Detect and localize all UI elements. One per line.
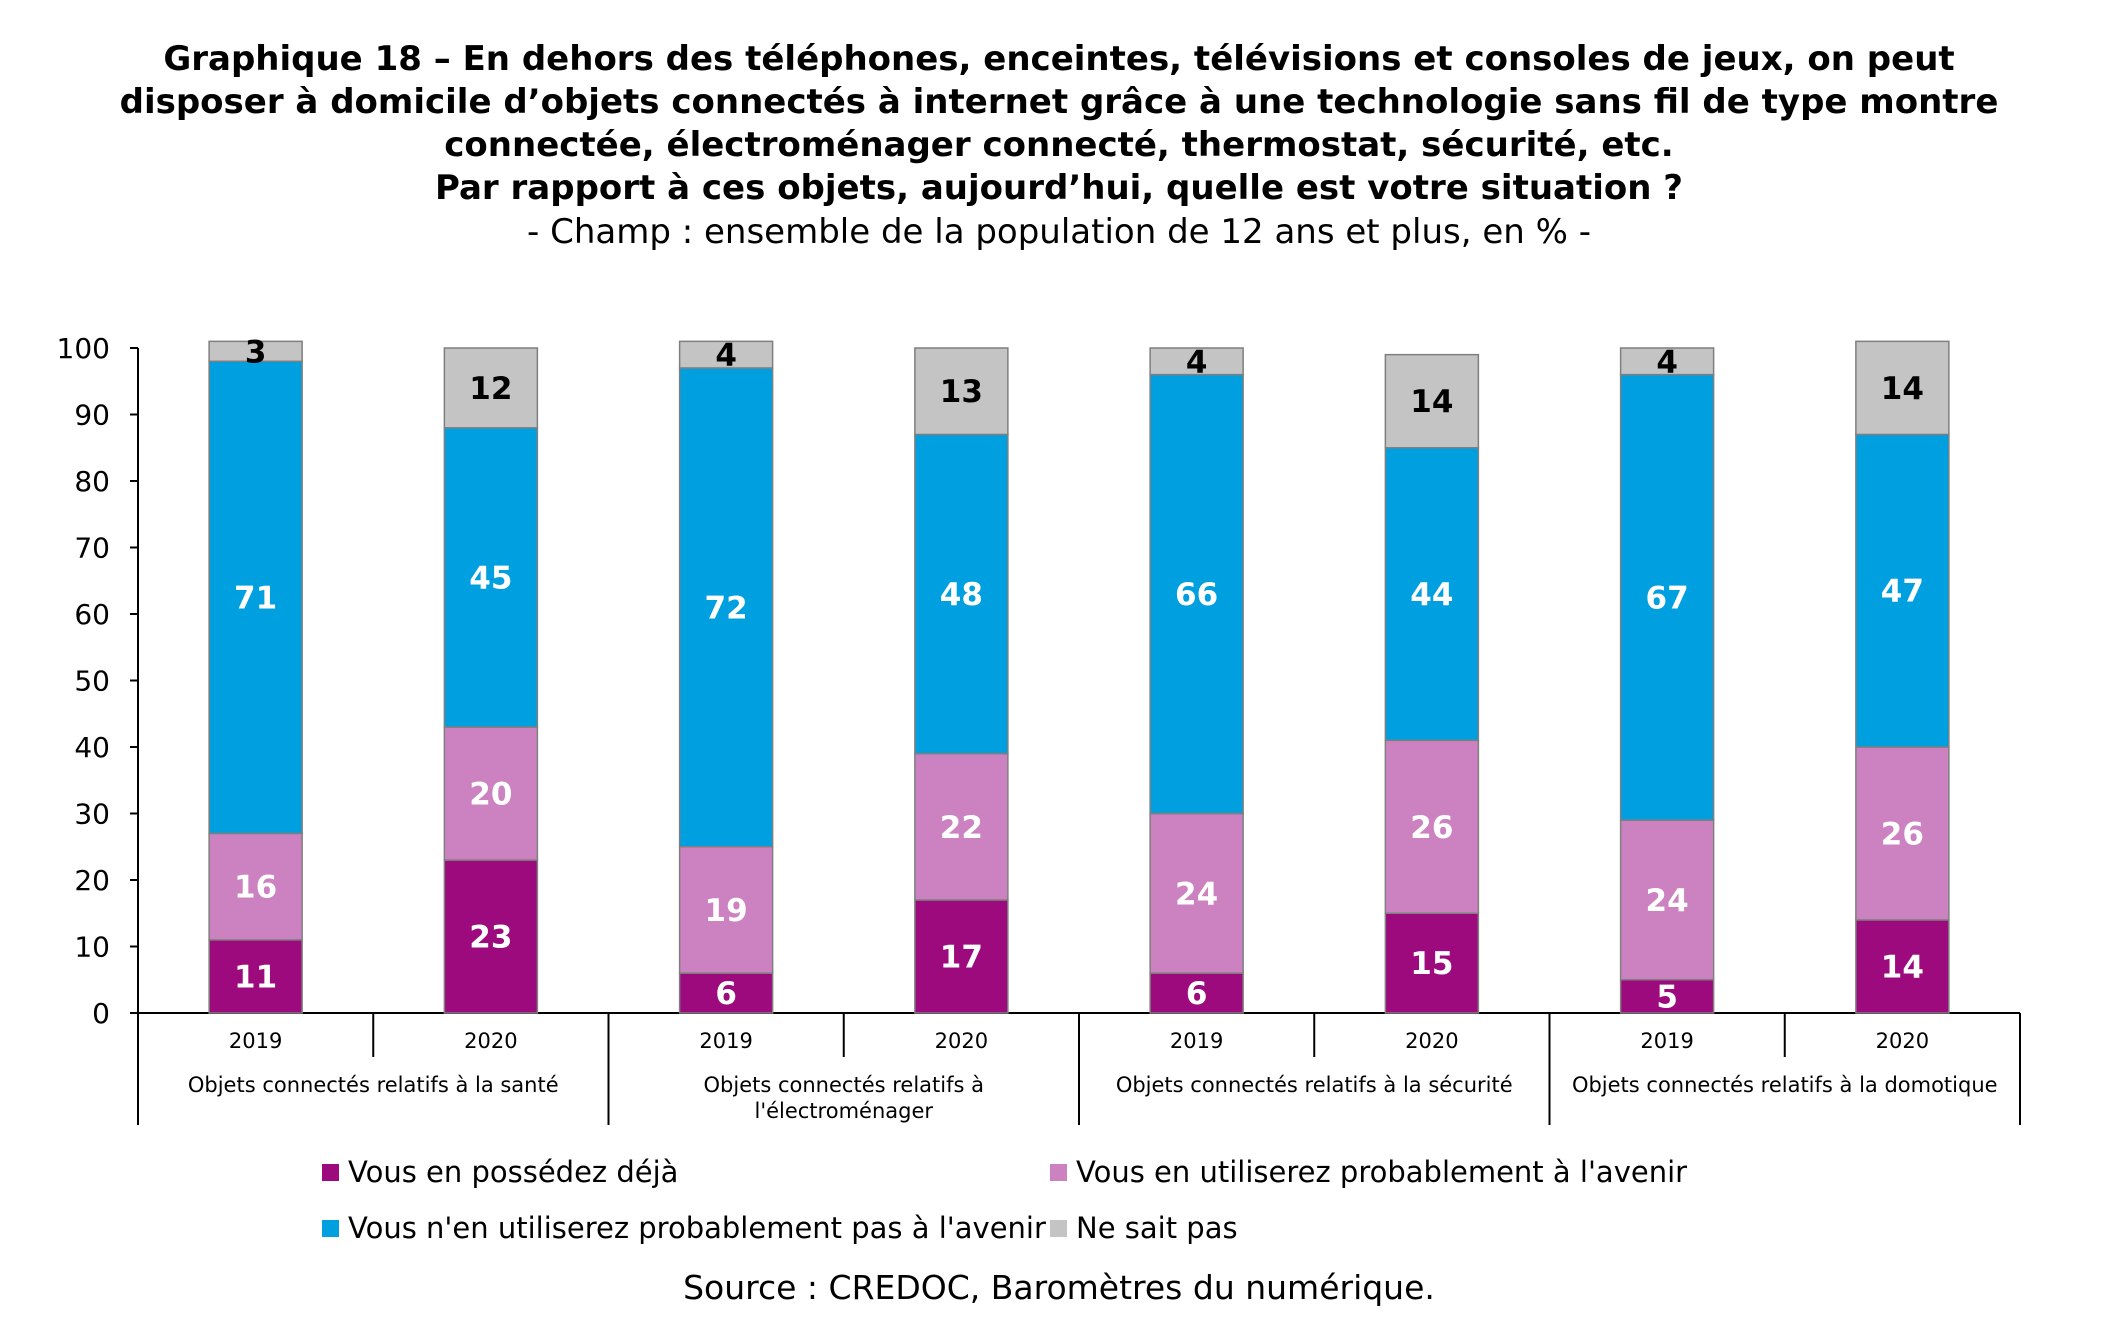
bar-value-label: 26: [1410, 810, 1453, 846]
bar-segment: [914, 433, 1009, 755]
bar-segment: [914, 899, 1009, 1014]
y-tick-label: 70: [74, 532, 110, 565]
bar-value-label: 14: [1881, 949, 1924, 985]
bar-value-label: 48: [940, 577, 983, 613]
x-year-label: 2020: [1405, 1029, 1458, 1053]
bar-value-label: 67: [1646, 580, 1689, 616]
bar-value-label: 14: [1410, 384, 1453, 420]
legend-label: Vous en possédez déjà: [348, 1155, 678, 1189]
x-year-label: 2019: [1640, 1029, 1693, 1053]
bar-value-label: 24: [1646, 883, 1689, 919]
bar-value-label: 22: [940, 810, 983, 846]
y-tick-label: 100: [57, 332, 110, 365]
bar-segment: [914, 752, 1009, 901]
y-tick-label: 80: [74, 465, 110, 498]
bar-value-label: 20: [469, 777, 512, 813]
bar-segment: [678, 340, 774, 369]
bar-segment: [1384, 447, 1480, 742]
bar-value-label: 45: [469, 560, 512, 596]
chart-title-block: Graphique 18 – En dehors des téléphones,…: [0, 38, 2118, 254]
bar-segment: [678, 367, 774, 848]
bar-segment: [678, 846, 774, 974]
bar-segment: [1855, 746, 1950, 921]
x-year-label: 2020: [464, 1029, 517, 1053]
bar-value-label: 15: [1410, 946, 1453, 982]
bar-value-label: 6: [715, 976, 737, 1012]
bar-value-label: 66: [1175, 577, 1218, 613]
x-group-label: Objets connectés relatifs à la santé: [188, 1073, 559, 1097]
y-tick-label: 20: [74, 864, 110, 897]
bar-segment: [1619, 347, 1715, 376]
y-tick-label: 10: [74, 931, 110, 964]
bar-value-label: 16: [234, 870, 277, 906]
y-tick-label: 90: [74, 399, 110, 432]
bar-segment: [443, 347, 539, 429]
bar-segment: [443, 726, 539, 861]
bar-value-label: 4: [1186, 344, 1208, 380]
bar-value-label: 44: [1410, 577, 1453, 613]
bar-segment: [1855, 433, 1950, 748]
y-tick-label: 60: [74, 598, 110, 631]
x-year-label: 2020: [935, 1029, 988, 1053]
bar-value-label: 26: [1881, 816, 1924, 852]
bar-value-label: 6: [1186, 976, 1208, 1012]
bar-segment: [914, 347, 1009, 436]
chart-title-line: Graphique 18 – En dehors des téléphones,…: [163, 39, 1955, 79]
bar-segment: [1384, 739, 1480, 914]
bar-value-label: 13: [940, 374, 983, 410]
bar-value-label: 14: [1881, 371, 1924, 407]
x-year-label: 2019: [1170, 1029, 1223, 1053]
bar-value-label: 72: [705, 590, 748, 626]
y-tick-label: 50: [74, 665, 110, 698]
bar-value-label: 5: [1656, 979, 1678, 1015]
x-group-label: Objets connectés relatifs à: [704, 1073, 984, 1097]
bar-segment: [443, 859, 539, 1014]
chart-title-line: connectée, électroménager connecté, ther…: [444, 125, 1674, 165]
bar-value-label: 11: [234, 959, 277, 995]
chart-title-line: disposer à domicile d’objets connectés à…: [119, 82, 1999, 122]
bar-segment: [678, 972, 774, 1014]
x-year-label: 2019: [229, 1029, 282, 1053]
x-year-label: 2019: [699, 1029, 752, 1053]
bar-value-label: 4: [715, 338, 737, 374]
bar-value-label: 4: [1656, 344, 1678, 380]
legend-swatch: [1050, 1164, 1067, 1181]
source-note: Source : CREDOC, Baromètres du numérique…: [683, 1268, 1435, 1307]
bar-value-label: 24: [1175, 876, 1218, 912]
legend-label: Vous en utiliserez probablement à l'aven…: [1076, 1155, 1687, 1189]
bar-value-label: 19: [705, 893, 748, 929]
bar-segment: [443, 427, 539, 728]
x-group-label: Objets connectés relatifs à la sécurité: [1116, 1073, 1513, 1097]
bar-value-label: 17: [940, 939, 983, 975]
bar-segment: [208, 832, 303, 941]
bar-segment: [1149, 347, 1244, 376]
bar-segment: [208, 360, 303, 835]
legend-label: Ne sait pas: [1076, 1211, 1238, 1245]
x-group-label: l'électroménager: [754, 1099, 933, 1123]
y-tick-label: 40: [74, 731, 110, 764]
chart-title-line: Par rapport à ces objets, aujourd’hui, q…: [434, 168, 1684, 208]
bar-segment: [1149, 373, 1244, 815]
bar-segment: [1384, 912, 1480, 1014]
bar-segment: [1149, 812, 1244, 974]
y-tick-label: 30: [74, 798, 110, 831]
bar-value-label: 12: [469, 371, 512, 407]
bar-value-label: 23: [469, 920, 512, 956]
bar-segment: [1619, 373, 1715, 821]
x-year-label: 2020: [1876, 1029, 1929, 1053]
chart-subtitle: - Champ : ensemble de la population de 1…: [527, 212, 1591, 252]
bar-value-label: 71: [234, 580, 277, 616]
legend-label: Vous n'en utiliserez probablement pas à …: [348, 1211, 1046, 1245]
legend-swatch: [1050, 1220, 1067, 1237]
y-tick-label: 0: [92, 997, 110, 1030]
bar-value-label: 47: [1881, 574, 1924, 610]
bar-segment: [1855, 340, 1950, 436]
bar-value-label: 3: [245, 334, 267, 370]
bar-segment: [208, 340, 303, 363]
x-group-label: Objets connectés relatifs à la domotique: [1572, 1073, 1998, 1097]
legend-swatch: [322, 1164, 339, 1181]
legend-swatch: [322, 1220, 339, 1237]
bar-segment: [1384, 353, 1480, 449]
